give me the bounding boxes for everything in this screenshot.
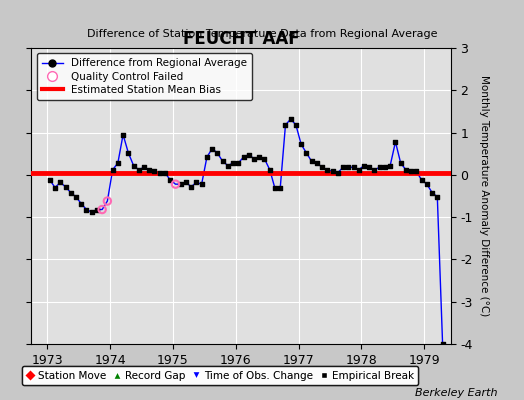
Point [423,181,431,187]
Point [77,200,85,207]
Point [360,162,368,169]
Point [386,162,395,169]
Point [187,184,195,190]
Point [219,158,227,164]
Point [344,164,353,170]
Point [156,170,164,176]
Point [145,166,154,173]
Point [67,190,75,196]
Point [46,177,54,183]
Point [276,185,285,192]
Point [171,181,180,187]
Y-axis label: Monthly Temperature Anomaly Difference (°C): Monthly Temperature Anomaly Difference (… [479,75,489,317]
Point [250,156,258,162]
Point [323,166,332,173]
Point [287,116,295,122]
Point [292,122,300,128]
Point [56,179,64,186]
Point [88,209,96,215]
Point [177,181,185,187]
Point [266,166,274,173]
Point [365,164,374,170]
Point [302,150,311,156]
Title: FEUCHT AAF: FEUCHT AAF [183,30,299,48]
Point [234,160,243,166]
Point [271,185,279,192]
Point [329,168,337,175]
Point [61,184,70,190]
Point [72,194,80,200]
Point [198,181,206,187]
Point [245,151,253,158]
Point [355,166,363,173]
Point [82,206,91,213]
Point [161,170,169,176]
Point [255,154,264,160]
Text: Berkeley Earth: Berkeley Earth [416,388,498,398]
Point [203,154,211,160]
Point [439,341,447,347]
Point [318,164,326,170]
Point [166,177,174,183]
Point [376,164,384,170]
Point [308,158,316,164]
Point [229,160,237,166]
Point [281,122,290,128]
Point [381,164,389,170]
Point [140,164,148,170]
Point [114,160,122,166]
Point [334,170,342,176]
Point [339,164,347,170]
Point [412,168,421,175]
Legend: Station Move, Record Gap, Time of Obs. Change, Empirical Break: Station Move, Record Gap, Time of Obs. C… [21,366,419,385]
Point [119,132,127,138]
Point [108,166,117,173]
Point [418,177,426,183]
Point [370,166,379,173]
Point [433,194,442,200]
Point [428,190,436,196]
Point [129,162,138,169]
Point [192,179,201,186]
Point [239,154,248,160]
Point [350,164,358,170]
Point [407,168,416,175]
Point [124,150,133,156]
Point [51,184,59,191]
Point [208,146,216,152]
Point [297,141,305,148]
Point [98,206,106,213]
Point [402,166,410,173]
Point [260,156,269,162]
Point [150,168,159,175]
Point [93,206,101,213]
Point [213,150,222,156]
Point [313,160,321,166]
Point [397,160,405,166]
Point [224,162,232,169]
Point [182,179,190,186]
Point [135,166,143,173]
Point [103,198,112,204]
Point [391,139,400,145]
Text: Difference of Station Temperature Data from Regional Average: Difference of Station Temperature Data f… [87,29,437,39]
